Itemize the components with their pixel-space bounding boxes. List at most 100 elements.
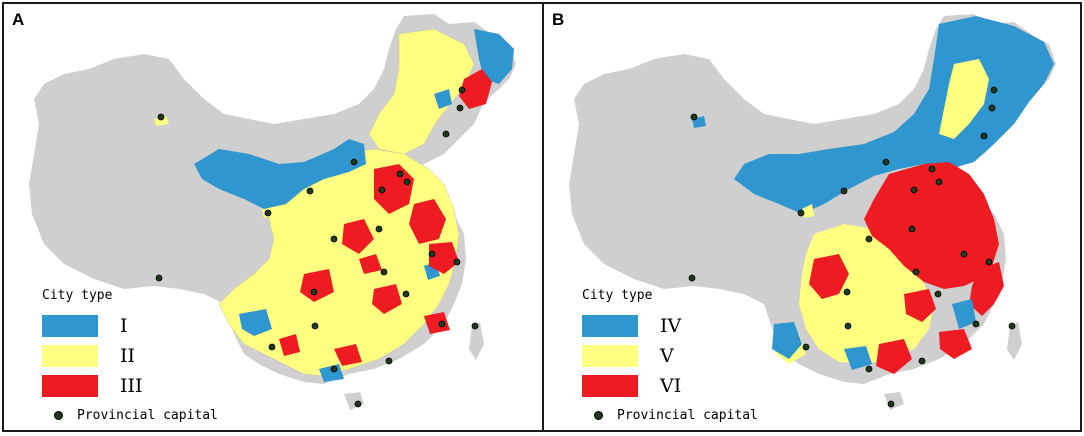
type-iii-region (374, 164, 414, 214)
capital-marker (990, 86, 998, 94)
legend-swatch-red (582, 375, 638, 397)
capital-marker (458, 86, 466, 94)
taiwan-island (1007, 322, 1022, 360)
china-map-b (569, 14, 1056, 410)
capital-dot-icon (594, 411, 603, 420)
legend: City type I II III (42, 288, 143, 403)
hainan-island (344, 392, 364, 410)
capital-marker (882, 158, 890, 166)
type-ii-region (368, 28, 475, 155)
capital-marker (843, 288, 851, 296)
capital-legend-label: Provincial capital (617, 408, 758, 423)
legend-swatch-blue (582, 315, 638, 337)
legend-label: VI (660, 375, 682, 397)
capital-marker (908, 225, 916, 233)
china-map-a (29, 14, 516, 410)
capital-marker (268, 343, 276, 351)
capital-marker (438, 320, 446, 328)
type-vi-region (864, 162, 999, 289)
capital-marker (442, 130, 450, 138)
capital-marker (456, 104, 464, 112)
capital-dot-icon (54, 411, 63, 420)
capital-marker (306, 187, 314, 195)
legend-item: I (42, 313, 143, 339)
capital-marker (972, 320, 980, 328)
provincial-capitals (688, 86, 1016, 408)
type-iii-region (342, 219, 374, 254)
legend-label: V (660, 345, 674, 367)
type-i-region (239, 309, 272, 336)
capital-marker (797, 209, 805, 217)
type-iii-region (372, 284, 402, 314)
type-iv-region (952, 299, 976, 329)
legend-item: V (582, 343, 681, 369)
capital-marker (354, 400, 362, 408)
type-iv-region (844, 346, 872, 370)
capital-marker (934, 290, 942, 298)
capital-marker (155, 274, 163, 282)
legend-label: IV (660, 315, 682, 337)
capital-marker (690, 113, 698, 121)
capital-marker (350, 158, 358, 166)
capital-marker (396, 170, 404, 178)
capital-marker (980, 132, 988, 140)
capital-legend-label: Provincial capital (77, 408, 218, 423)
panel-label: A (12, 10, 25, 29)
capital-marker (311, 322, 319, 330)
type-vi-region (876, 339, 912, 374)
type-i-region (434, 89, 452, 109)
type-iii-region (459, 69, 492, 109)
capital-marker (844, 322, 852, 330)
type-ii-region (154, 116, 169, 126)
capital-marker (330, 365, 338, 373)
taiwan-island (469, 322, 484, 360)
capital-marker (918, 357, 926, 365)
hainan-island (884, 392, 904, 410)
capital-marker (840, 187, 848, 195)
capital-legend: Provincial capital (54, 408, 218, 423)
capital-marker (802, 343, 810, 351)
legend-item: II (42, 343, 143, 369)
capital-marker (403, 178, 411, 186)
capital-marker (1008, 322, 1016, 330)
type-i-region (194, 139, 366, 209)
legend-label: I (120, 315, 128, 337)
legend: City type IV V VI (582, 288, 681, 403)
capital-marker (887, 400, 895, 408)
capital-marker (330, 235, 338, 243)
capital-marker (865, 235, 873, 243)
type-vi-region (809, 254, 849, 299)
panel-label: B (552, 10, 565, 29)
legend-item: III (42, 373, 143, 399)
capital-marker (453, 258, 461, 266)
type-vi-region (939, 329, 972, 359)
capital-marker (910, 186, 918, 194)
type-iii-region (334, 344, 362, 366)
legend-label: II (120, 345, 136, 367)
capital-marker (380, 268, 388, 276)
type-iii-region (359, 254, 382, 274)
map-panel-b: B City type IV V VI Provincial capital (542, 2, 1082, 432)
type-v-region (939, 59, 989, 139)
map-panel-a: A City type I II III Provincial capital (2, 2, 544, 432)
type-iii-region (279, 334, 300, 356)
legend-swatch-red (42, 375, 98, 397)
legend-swatch-yellow (582, 345, 638, 367)
type-iii-region (424, 312, 450, 334)
legend-item: IV (582, 313, 681, 339)
capital-marker (988, 104, 996, 112)
legend-swatch-yellow (42, 345, 98, 367)
capital-marker (402, 290, 410, 298)
legend-title: City type (42, 288, 113, 303)
capital-marker (310, 288, 318, 296)
type-i-region (474, 29, 514, 84)
capital-marker (865, 365, 873, 373)
capital-marker (935, 178, 943, 186)
legend-item: VI (582, 373, 681, 399)
type-v-region (802, 204, 814, 218)
capital-legend: Provincial capital (594, 408, 758, 423)
type-iv-region (772, 322, 802, 359)
capital-marker (985, 258, 993, 266)
legend-swatch-blue (42, 315, 98, 337)
capital-marker (912, 268, 920, 276)
